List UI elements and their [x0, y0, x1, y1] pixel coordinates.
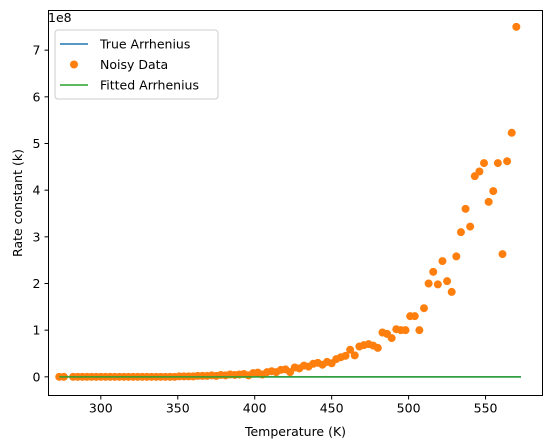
y-tick-label-6: 6 — [33, 89, 41, 104]
data-point-78 — [420, 304, 428, 313]
data-point-90 — [475, 167, 484, 176]
data-point-61 — [341, 351, 350, 360]
data-point-68 — [373, 343, 382, 352]
data-point-94 — [493, 159, 502, 168]
data-point-95 — [498, 250, 507, 259]
y-axis: 0 1 2 3 4 5 6 7 — [33, 43, 49, 384]
data-point-77 — [415, 326, 424, 335]
data-point-76 — [410, 312, 419, 321]
data-point-91 — [480, 159, 489, 168]
legend-true-label: True Arrhenius — [99, 37, 190, 52]
y-tick-label-2: 2 — [33, 276, 41, 291]
y-tick-label-5: 5 — [33, 136, 41, 151]
x-tick-label-550: 550 — [474, 401, 498, 416]
data-point-82 — [438, 257, 447, 266]
data-point-96 — [503, 157, 512, 166]
data-point-79 — [424, 279, 433, 288]
data-point-85 — [452, 252, 461, 261]
y-axis-label: Rate constant (k) — [10, 149, 25, 257]
data-point-97 — [507, 128, 516, 137]
legend-noisy-swatch — [70, 60, 78, 69]
data-point-62 — [346, 345, 355, 354]
data-point-98 — [512, 22, 521, 31]
legend-box — [54, 29, 219, 100]
data-point-81 — [433, 280, 442, 289]
data-point-84 — [447, 287, 456, 296]
y-tick-label-1: 1 — [33, 323, 41, 338]
data-point-80 — [429, 267, 438, 276]
data-point-63 — [350, 351, 359, 360]
y-offset-label: 1e8 — [48, 10, 72, 25]
y-tick-label-4: 4 — [33, 183, 41, 198]
data-point-92 — [484, 197, 493, 206]
x-tick-label-450: 450 — [320, 401, 344, 416]
data-point-71 — [387, 334, 396, 343]
data-point-83 — [443, 277, 452, 286]
y-tick-label-3: 3 — [33, 229, 41, 244]
x-tick-label-300: 300 — [89, 401, 113, 416]
legend-noisy-label: Noisy Data — [100, 57, 168, 72]
plot-frame — [48, 10, 543, 396]
legend: True Arrhenius Noisy Data Fitted Arrheni… — [54, 29, 219, 100]
data-point-93 — [489, 187, 498, 196]
x-axis-label: Temperature (K) — [244, 424, 346, 439]
data-point-86 — [456, 228, 465, 237]
legend-fitted-label: Fitted Arrhenius — [100, 78, 199, 93]
data-point-88 — [466, 222, 475, 231]
y-tick-label-0: 0 — [33, 369, 41, 384]
x-axis: 300 350 400 450 500 550 — [89, 395, 498, 416]
data-point-74 — [401, 326, 410, 335]
x-tick-label-400: 400 — [243, 401, 267, 416]
data-point-87 — [461, 204, 470, 213]
x-tick-label-350: 350 — [166, 401, 190, 416]
x-tick-label-500: 500 — [397, 401, 421, 416]
y-tick-label-7: 7 — [33, 43, 41, 58]
